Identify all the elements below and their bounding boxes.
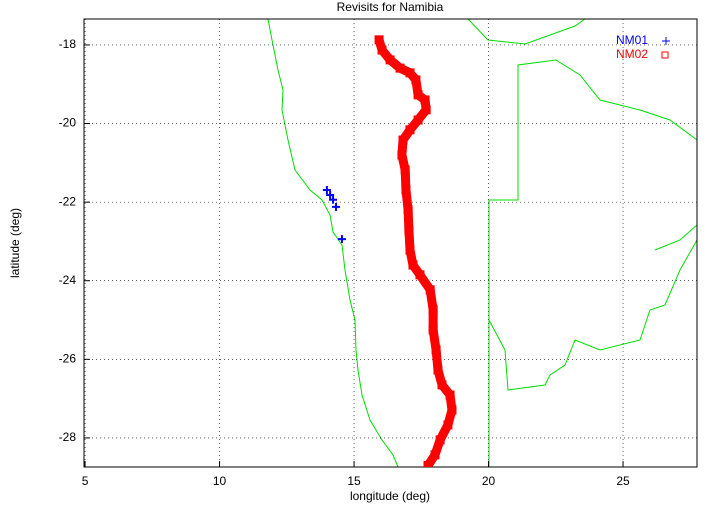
- point: [408, 260, 418, 270]
- point: [425, 285, 435, 295]
- point: [332, 202, 341, 211]
- point: [404, 225, 414, 235]
- point: [421, 105, 431, 115]
- point: [428, 325, 438, 335]
- point: [403, 205, 413, 215]
- point: [435, 435, 445, 445]
- point: [405, 68, 415, 78]
- border: [488, 239, 697, 391]
- x-tick-label: 20: [482, 474, 496, 488]
- map-outline: [267, 19, 697, 467]
- point: [395, 63, 405, 73]
- border: [654, 224, 697, 251]
- point: [431, 345, 441, 355]
- border: [467, 19, 586, 45]
- x-axis-label: longitude (deg): [350, 489, 430, 503]
- point: [413, 115, 423, 125]
- point: [322, 185, 331, 194]
- plot-area: [322, 35, 457, 467]
- track: [374, 38, 457, 467]
- point: [413, 90, 423, 100]
- point: [437, 380, 447, 390]
- point: [411, 75, 421, 85]
- y-tick-label: -24: [59, 273, 77, 287]
- point: [443, 420, 453, 430]
- y-tick-label: -26: [59, 351, 77, 365]
- point: [428, 305, 438, 315]
- x-tick-label: 25: [616, 474, 630, 488]
- x-tick-label: 5: [82, 474, 89, 488]
- x-tick-label: 10: [213, 474, 227, 488]
- legend-marker: [662, 37, 670, 45]
- point: [420, 95, 430, 105]
- plot-frame: [83, 18, 698, 468]
- point: [445, 390, 455, 400]
- point: [374, 35, 384, 45]
- point: [398, 135, 408, 145]
- legend-label: NM02: [616, 47, 648, 61]
- y-tick-label: -28: [59, 430, 77, 444]
- point: [423, 460, 433, 467]
- border: [488, 59, 697, 467]
- coastline: [267, 19, 399, 467]
- point: [329, 195, 338, 204]
- point: [405, 125, 415, 135]
- point: [433, 365, 443, 375]
- point: [430, 450, 440, 460]
- point: [397, 150, 407, 160]
- chart-title: Revisits for Namibia: [337, 0, 444, 14]
- point: [415, 270, 425, 280]
- point: [385, 55, 395, 65]
- point: [377, 45, 387, 55]
- point: [447, 405, 457, 415]
- y-tick-label: -20: [59, 116, 77, 130]
- x-tick-label: 15: [347, 474, 361, 488]
- point: [405, 245, 415, 255]
- legend-label: NM01: [616, 33, 648, 47]
- point: [401, 185, 411, 195]
- y-axis-label: latitude (deg): [8, 208, 22, 278]
- point: [337, 235, 346, 244]
- legend-marker: [661, 51, 669, 59]
- point: [400, 165, 410, 175]
- point: [326, 191, 335, 200]
- y-tick-label: -18: [59, 37, 77, 51]
- y-tick-label: -22: [59, 194, 77, 208]
